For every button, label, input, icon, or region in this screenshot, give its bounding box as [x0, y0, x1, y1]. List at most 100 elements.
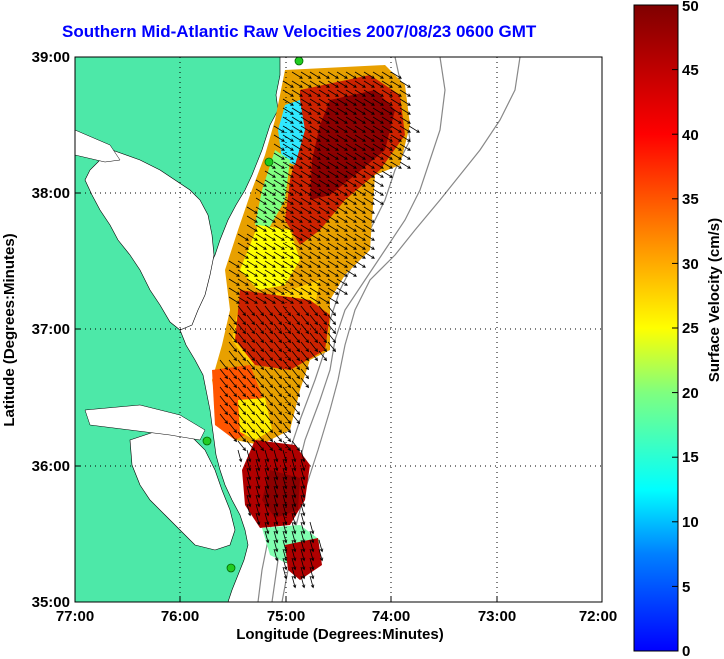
velocity-arrow-icon: [381, 134, 393, 142]
velocity-arrow-icon: [255, 242, 267, 250]
velocity-arrow-icon: [390, 71, 402, 79]
velocity-arrow-icon: [345, 260, 357, 268]
velocity-arrow-icon: [291, 206, 303, 214]
velocity-arrow-icon: [300, 575, 306, 589]
velocity-arrow-icon: [255, 296, 267, 304]
velocity-arrow-icon: [300, 98, 312, 106]
velocity-arrow-icon: [300, 89, 312, 97]
velocity-arrow-icon: [300, 377, 310, 389]
velocity-arrow-icon: [237, 422, 247, 434]
velocity-arrow-icon: [264, 296, 276, 304]
velocity-arrow-icon: [264, 341, 274, 353]
velocity-arrow-icon: [399, 125, 411, 133]
velocity-arrow-icon: [273, 413, 283, 425]
y-tick-label: 38:00: [32, 185, 70, 202]
velocity-arrow-icon: [372, 125, 384, 133]
velocity-arrow-icon: [345, 134, 357, 142]
velocity-arrow-icon: [237, 278, 249, 286]
velocity-arrow-icon: [327, 314, 337, 326]
velocity-arrow-icon: [327, 206, 339, 214]
velocity-arrow-icon: [282, 350, 292, 362]
velocity-arrow-icon: [282, 305, 292, 317]
x-tick-label: 74:00: [372, 608, 410, 625]
velocity-arrow-icon: [399, 98, 411, 106]
velocity-arrow-icon: [255, 431, 265, 443]
colorbar-label: Surface Velocity (cm/s): [706, 218, 723, 382]
velocity-arrow-icon: [255, 368, 265, 380]
velocity-arrow-icon: [282, 458, 288, 472]
velocity-arrow-icon: [246, 260, 258, 268]
velocity-arrow-icon: [318, 107, 330, 115]
velocity-arrow-icon: [282, 368, 292, 380]
velocity-arrow-icon: [282, 215, 294, 223]
velocity-arrow-icon: [345, 269, 357, 277]
velocity-arrow-icon: [282, 476, 288, 490]
velocity-arrow-icon: [318, 143, 330, 151]
velocity-arrow-icon: [291, 413, 301, 425]
velocity-arrow-icon: [309, 215, 321, 223]
velocity-arrow-icon: [282, 143, 294, 151]
velocity-arrow-icon: [372, 188, 384, 196]
velocity-arrow-icon: [255, 359, 265, 371]
velocity-arrow-icon: [291, 575, 297, 589]
velocity-arrow-icon: [291, 314, 301, 326]
velocity-arrow-icon: [246, 485, 252, 499]
velocity-arrow-icon: [300, 116, 312, 124]
velocity-arrow-icon: [291, 242, 303, 250]
velocity-arrow-icon: [363, 80, 375, 88]
velocity-arrow-icon: [363, 116, 375, 124]
velocity-arrow-icon: [282, 188, 294, 196]
velocity-arrow-icon: [309, 287, 321, 295]
velocity-arrow-icon: [327, 170, 339, 178]
velocity-arrow-icon: [255, 269, 267, 277]
velocity-arrow-icon: [255, 215, 267, 223]
velocity-arrow-icon: [354, 251, 366, 259]
velocity-arrow-icon: [327, 80, 339, 88]
velocity-arrow-icon: [264, 332, 274, 344]
velocity-arrow-icon: [273, 278, 285, 286]
velocity-arrow-icon: [246, 224, 258, 232]
velocity-arrow-icon: [282, 332, 292, 344]
velocity-arrow-icon: [282, 152, 294, 160]
velocity-arrow-icon: [300, 314, 310, 326]
velocity-arrow-icon: [291, 134, 303, 142]
velocity-arrow-icon: [255, 440, 265, 452]
velocity-arrow-icon: [318, 116, 330, 124]
velocity-arrow-icon: [300, 242, 312, 250]
velocity-arrow-icon: [273, 260, 285, 268]
x-tick-label: 76:00: [161, 608, 199, 625]
velocity-arrow-icon: [246, 215, 258, 223]
velocity-arrow-icon: [228, 359, 238, 371]
velocity-arrow-icon: [219, 377, 229, 389]
velocity-arrow-icon: [255, 395, 265, 407]
velocity-arrow-icon: [291, 197, 303, 205]
colorbar-tick: 50: [682, 0, 699, 15]
velocity-arrow-icon: [255, 404, 265, 416]
velocity-arrow-icon: [300, 359, 310, 371]
velocity-arrow-icon: [318, 242, 330, 250]
velocity-arrow-icon: [237, 242, 249, 250]
velocity-arrow-icon: [264, 467, 270, 481]
velocity-arrow-icon: [381, 143, 393, 151]
velocity-arrow-icon: [237, 233, 249, 241]
velocity-arrow-icon: [255, 260, 267, 268]
velocity-arrow-icon: [336, 143, 348, 151]
velocity-arrow-icon: [318, 161, 330, 169]
velocity-arrow-icon: [327, 260, 339, 268]
velocity-arrow-icon: [246, 440, 256, 452]
velocity-arrow-icon: [246, 377, 256, 389]
velocity-arrow-icon: [237, 260, 249, 268]
velocity-arrow-icon: [264, 431, 274, 443]
velocity-arrow-icon: [300, 152, 312, 160]
velocity-arrow-icon: [237, 368, 247, 380]
velocity-arrow-icon: [300, 71, 312, 79]
station-marker-icon: [264, 157, 274, 167]
velocity-arrow-icon: [300, 323, 310, 335]
velocity-arrow-icon: [309, 89, 321, 97]
x-tick-label: 75:00: [267, 608, 305, 625]
velocity-arrow-icon: [282, 386, 292, 398]
velocity-arrow-icon: [219, 386, 229, 398]
velocity-arrow-icon: [345, 242, 357, 250]
velocity-arrow-icon: [291, 305, 301, 317]
velocity-arrow-icon: [300, 296, 312, 304]
